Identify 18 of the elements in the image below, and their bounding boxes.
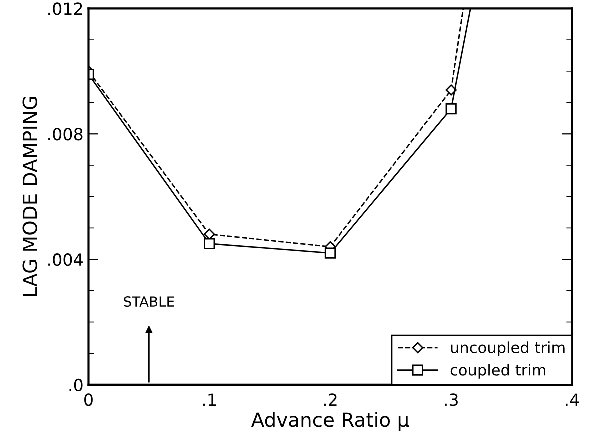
x-axis-title: Advance Ratio μ (251, 412, 410, 432)
x-tick-label: .4 (566, 394, 580, 406)
legend-label: uncoupled trim (451, 342, 565, 356)
y-axis-title: LAG MODE DAMPING (22, 97, 38, 296)
y-tick-label: .004 (48, 254, 83, 266)
y-tick-label: .008 (48, 128, 83, 141)
x-tick-label: .1 (203, 394, 216, 406)
y-tick-label: .0 (70, 378, 83, 392)
x-tick-label: 0 (84, 394, 93, 406)
point (324, 248, 336, 259)
x-tick-label: .2 (324, 394, 337, 406)
x-tick-label: .3 (445, 394, 458, 406)
point (446, 84, 457, 96)
point (446, 103, 457, 115)
legend-label: coupled trim (450, 364, 546, 379)
annotation: STABLE (124, 296, 174, 308)
point (204, 238, 216, 250)
y-tick-label: .012 (48, 2, 82, 16)
